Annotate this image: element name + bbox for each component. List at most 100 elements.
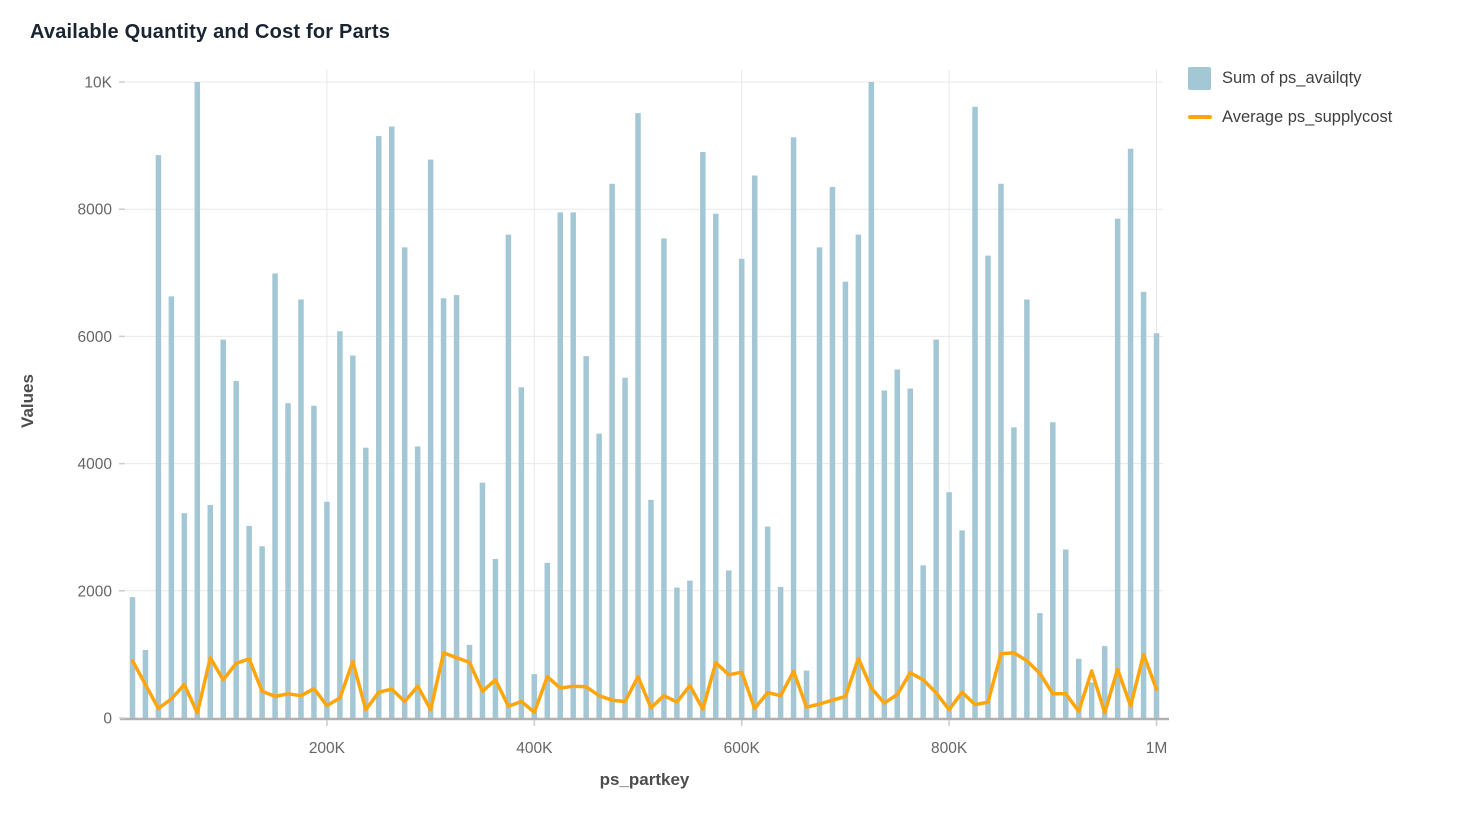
availqty-bar[interactable] bbox=[337, 331, 343, 718]
availqty-bar[interactable] bbox=[544, 562, 551, 718]
availqty-bar[interactable] bbox=[596, 433, 602, 718]
availqty-bar[interactable] bbox=[1037, 613, 1043, 718]
supplycost-line[interactable] bbox=[130, 651, 1159, 715]
availqty-bar[interactable] bbox=[700, 151, 706, 718]
availqty-bar[interactable] bbox=[1153, 333, 1160, 718]
availqty-bar[interactable] bbox=[1127, 148, 1134, 718]
availqty-bar[interactable] bbox=[181, 513, 188, 718]
availqty-bar[interactable] bbox=[453, 295, 460, 718]
availqty-bar[interactable] bbox=[920, 565, 926, 718]
availqty-bar[interactable] bbox=[894, 369, 901, 718]
availqty-bar[interactable] bbox=[479, 482, 486, 718]
chart-title: Available Quantity and Cost for Parts bbox=[30, 21, 391, 43]
availqty-bar[interactable] bbox=[674, 587, 680, 718]
availqty-bar[interactable] bbox=[466, 644, 473, 718]
availqty-bar[interactable] bbox=[803, 670, 810, 718]
availqty-bar[interactable] bbox=[790, 137, 797, 718]
availqty-bar[interactable] bbox=[907, 388, 913, 718]
availqty-bar[interactable] bbox=[570, 212, 576, 718]
availqty-bar[interactable] bbox=[648, 499, 654, 718]
legend-item-availqty[interactable]: Sum of ps_availqty bbox=[1188, 64, 1392, 92]
x-tick-label: 1M bbox=[1146, 740, 1168, 757]
availqty-bar[interactable] bbox=[1011, 427, 1017, 718]
legend-label: Average ps_supplycost bbox=[1222, 107, 1393, 126]
availqty-bar[interactable] bbox=[207, 504, 214, 718]
availqty-bar[interactable] bbox=[492, 559, 499, 718]
availqty-bar[interactable] bbox=[764, 526, 771, 718]
availqty-bar[interactable] bbox=[1075, 658, 1082, 718]
availqty-bar[interactable] bbox=[726, 570, 732, 718]
availqty-swatch-icon bbox=[1188, 66, 1211, 90]
y-axis-title: Values bbox=[18, 374, 37, 428]
y-tick-label: 4000 bbox=[78, 456, 113, 473]
availqty-bar[interactable] bbox=[1101, 646, 1108, 718]
availqty-bar[interactable] bbox=[298, 299, 304, 718]
availqty-bar[interactable] bbox=[868, 82, 875, 718]
availqty-bar[interactable] bbox=[168, 296, 175, 718]
availqty-bar[interactable] bbox=[1063, 549, 1069, 718]
y-tick-label: 6000 bbox=[78, 329, 113, 346]
availqty-bar[interactable] bbox=[1050, 422, 1056, 718]
x-tick-label: 800K bbox=[931, 740, 968, 757]
availqty-bar[interactable] bbox=[972, 106, 978, 718]
availqty-bar[interactable] bbox=[583, 356, 589, 718]
availqty-bar[interactable] bbox=[687, 580, 693, 718]
availqty-bar[interactable] bbox=[985, 255, 991, 719]
availqty-bar[interactable] bbox=[427, 159, 434, 719]
legend: Sum of ps_availqty Average ps_supplycost bbox=[1188, 64, 1392, 142]
availqty-bar[interactable] bbox=[388, 126, 395, 718]
availqty-bar[interactable] bbox=[933, 339, 939, 718]
availqty-bar[interactable] bbox=[401, 247, 408, 719]
availqty-bar[interactable] bbox=[1114, 218, 1121, 719]
availqty-bar[interactable] bbox=[622, 377, 628, 718]
y-tick-label: 2000 bbox=[78, 583, 113, 600]
availqty-bar[interactable] bbox=[777, 586, 784, 718]
x-tick-label: 600K bbox=[724, 740, 761, 757]
availqty-bar[interactable] bbox=[751, 175, 758, 718]
availqty-bar[interactable] bbox=[272, 273, 278, 718]
availqty-bar[interactable] bbox=[855, 234, 862, 718]
legend-item-supplycost[interactable]: Average ps_supplycost bbox=[1188, 103, 1392, 131]
availqty-bar[interactable] bbox=[350, 355, 356, 718]
availqty-bar[interactable] bbox=[946, 492, 952, 718]
availqty-bar[interactable] bbox=[220, 339, 226, 718]
availqty-bar[interactable] bbox=[557, 212, 563, 718]
availqty-bar[interactable] bbox=[233, 380, 239, 718]
availqty-bar[interactable] bbox=[414, 446, 421, 718]
y-tick-label: 8000 bbox=[78, 202, 113, 219]
availqty-bar[interactable] bbox=[738, 258, 745, 718]
availqty-bar[interactable] bbox=[1140, 291, 1147, 718]
availqty-bar[interactable] bbox=[155, 155, 162, 718]
availqty-bar[interactable] bbox=[661, 238, 667, 718]
availqty-bar[interactable] bbox=[842, 281, 849, 718]
availqty-bar[interactable] bbox=[816, 247, 823, 719]
availqty-bar[interactable] bbox=[194, 82, 201, 718]
y-tick-label: 0 bbox=[103, 711, 112, 728]
availqty-bar[interactable] bbox=[635, 113, 641, 718]
availqty-bar[interactable] bbox=[829, 186, 836, 718]
availqty-bar[interactable] bbox=[959, 530, 965, 718]
availqty-bar[interactable] bbox=[531, 674, 538, 718]
legend-label: Sum of ps_availqty bbox=[1222, 68, 1362, 87]
availqty-bar[interactable] bbox=[246, 525, 252, 718]
availqty-bar[interactable] bbox=[505, 234, 512, 718]
availqty-bar[interactable] bbox=[440, 298, 447, 718]
availqty-bar[interactable] bbox=[259, 546, 265, 718]
availqty-bar[interactable] bbox=[129, 597, 136, 718]
availqty-bar[interactable] bbox=[1024, 299, 1030, 718]
availqty-bar[interactable] bbox=[376, 136, 382, 718]
supplycost-line-icon bbox=[1188, 115, 1212, 119]
availqty-bar[interactable] bbox=[324, 501, 330, 718]
availqty-bar[interactable] bbox=[713, 213, 719, 719]
availqty-bar[interactable] bbox=[363, 447, 369, 718]
x-tick-label: 400K bbox=[516, 740, 553, 757]
availqty-bar[interactable] bbox=[285, 403, 291, 718]
availqty-bar[interactable] bbox=[998, 183, 1004, 718]
availqty-bar[interactable] bbox=[518, 387, 525, 718]
availqty-bar[interactable] bbox=[1088, 682, 1095, 718]
availqty-bar[interactable] bbox=[881, 390, 888, 718]
availqty-bar[interactable] bbox=[311, 405, 317, 718]
availqty-bar[interactable] bbox=[609, 183, 615, 718]
